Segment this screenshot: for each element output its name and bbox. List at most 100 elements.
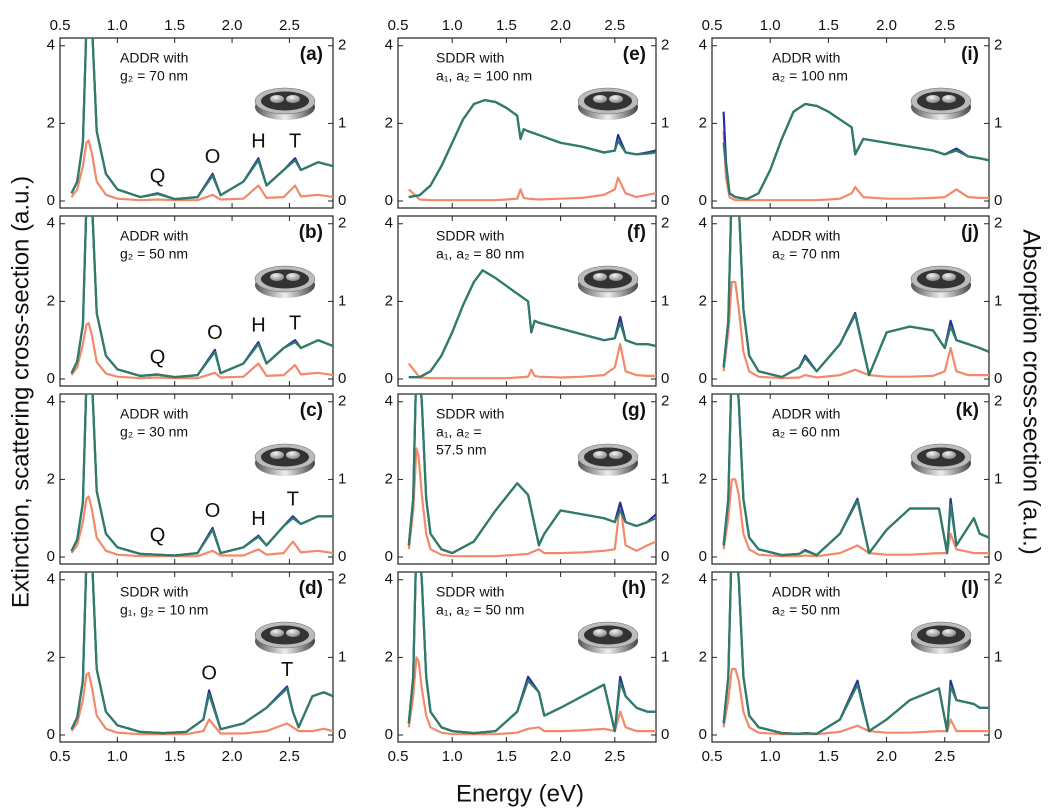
panel-label: (e) bbox=[623, 44, 646, 65]
panel: 024012(c)ADDR withg₂ = 30 nmQOHT bbox=[47, 363, 347, 565]
x-tick-label-top: 1.5 bbox=[818, 17, 839, 34]
peak-label: T bbox=[281, 659, 293, 681]
icon bbox=[926, 629, 940, 637]
panel-label: (f) bbox=[627, 222, 646, 243]
panel-label: (i) bbox=[961, 44, 979, 65]
y2-tick-label: 2 bbox=[338, 37, 346, 54]
x-tick-label: 1.0 bbox=[107, 748, 128, 765]
peak-label: T bbox=[289, 312, 301, 334]
peak-label: T bbox=[289, 131, 301, 153]
y-tick-label: 0 bbox=[385, 192, 393, 209]
panel-label: (j) bbox=[961, 222, 979, 243]
y-tick-label: 2 bbox=[699, 470, 707, 487]
x-tick-label: 2.0 bbox=[222, 748, 243, 765]
y2-tick-label: 0 bbox=[661, 548, 669, 565]
icon bbox=[609, 95, 623, 103]
x-tick-label-top: 0.5 bbox=[388, 17, 409, 34]
icon bbox=[261, 626, 309, 645]
y-tick-label: 4 bbox=[47, 393, 55, 410]
y-tick-label: 4 bbox=[699, 37, 707, 54]
y2-tick-label: 1 bbox=[994, 648, 1002, 665]
annotation: a₂ = 60 nm bbox=[772, 424, 840, 440]
y2-tick-label: 2 bbox=[338, 571, 346, 588]
y2-tick-label: 1 bbox=[338, 292, 346, 309]
y-tick-label: 0 bbox=[385, 370, 393, 387]
icon bbox=[942, 273, 956, 281]
x-tick-label: 1.0 bbox=[760, 748, 781, 765]
y-tick-label: 2 bbox=[385, 292, 393, 309]
plot-frame bbox=[60, 394, 333, 564]
icon bbox=[584, 92, 632, 111]
plot-frame bbox=[60, 572, 333, 742]
icon bbox=[593, 451, 607, 459]
y-tick-label: 4 bbox=[47, 571, 55, 588]
icon bbox=[286, 95, 300, 103]
annotation: g₁, g₂ = 10 nm bbox=[120, 602, 208, 618]
peak-label: O bbox=[207, 322, 223, 344]
peak-label: H bbox=[251, 314, 265, 336]
y2-tick-label: 0 bbox=[994, 192, 1002, 209]
x-tick-label: 1.5 bbox=[818, 748, 839, 765]
y-tick-label: 2 bbox=[385, 114, 393, 131]
x-tick-label-top: 1.5 bbox=[496, 17, 517, 34]
y2-tick-label: 2 bbox=[661, 37, 669, 54]
y2-tick-label: 2 bbox=[338, 393, 346, 410]
peak-label: H bbox=[251, 508, 265, 530]
y-tick-label: 2 bbox=[699, 648, 707, 665]
y2-tick-label: 2 bbox=[661, 393, 669, 410]
y2-tick-label: 2 bbox=[994, 393, 1002, 410]
y-tick-label: 2 bbox=[699, 114, 707, 131]
icon bbox=[593, 629, 607, 637]
panel-label: (d) bbox=[299, 578, 323, 599]
panel: 024012(f)SDDR witha₁, a₂ = 80 nm bbox=[385, 215, 670, 387]
y-tick-label: 4 bbox=[699, 393, 707, 410]
annotation: g₂ = 50 nm bbox=[120, 246, 188, 262]
icon bbox=[942, 629, 956, 637]
icon bbox=[609, 273, 623, 281]
y-tick-label: 4 bbox=[699, 571, 707, 588]
icon bbox=[261, 270, 309, 289]
icon bbox=[270, 273, 284, 281]
panel-label: (h) bbox=[622, 578, 646, 599]
y2-tick-label: 0 bbox=[338, 726, 346, 743]
y-tick-label: 2 bbox=[385, 648, 393, 665]
y2-tick-label: 1 bbox=[338, 114, 346, 131]
icon bbox=[286, 629, 300, 637]
peak-label: Q bbox=[150, 524, 166, 546]
y-tick-label: 0 bbox=[699, 548, 707, 565]
y-tick-label: 0 bbox=[47, 370, 55, 387]
annotation: g₂ = 30 nm bbox=[120, 424, 188, 440]
icon bbox=[593, 273, 607, 281]
icon bbox=[917, 270, 965, 289]
icon bbox=[609, 451, 623, 459]
icon bbox=[942, 95, 956, 103]
annotation: ADDR with bbox=[772, 228, 840, 244]
icon bbox=[286, 451, 300, 459]
y-tick-label: 2 bbox=[47, 292, 55, 309]
annotation: ADDR with bbox=[120, 406, 188, 422]
y2-tick-label: 1 bbox=[338, 470, 346, 487]
annotation: SDDR with bbox=[120, 584, 188, 600]
icon bbox=[609, 629, 623, 637]
y-tick-label: 0 bbox=[385, 726, 393, 743]
y2-tick-label: 0 bbox=[661, 726, 669, 743]
annotation: a₁, a₂ = 100 nm bbox=[436, 68, 532, 84]
icon bbox=[286, 273, 300, 281]
y-tick-label: 4 bbox=[699, 215, 707, 232]
annotation: SDDR with bbox=[436, 228, 504, 244]
x-tick-label-top: 0.5 bbox=[50, 17, 71, 34]
peak-label: Q bbox=[150, 346, 166, 368]
icon bbox=[270, 629, 284, 637]
peak-label: H bbox=[251, 131, 265, 153]
x-tick-label-top: 2.0 bbox=[876, 17, 897, 34]
icon bbox=[593, 95, 607, 103]
annotation: a₂ = 50 nm bbox=[772, 602, 840, 618]
y-tick-label: 2 bbox=[47, 470, 55, 487]
x-tick-label: 0.5 bbox=[50, 748, 71, 765]
y-tick-label: 4 bbox=[385, 571, 393, 588]
